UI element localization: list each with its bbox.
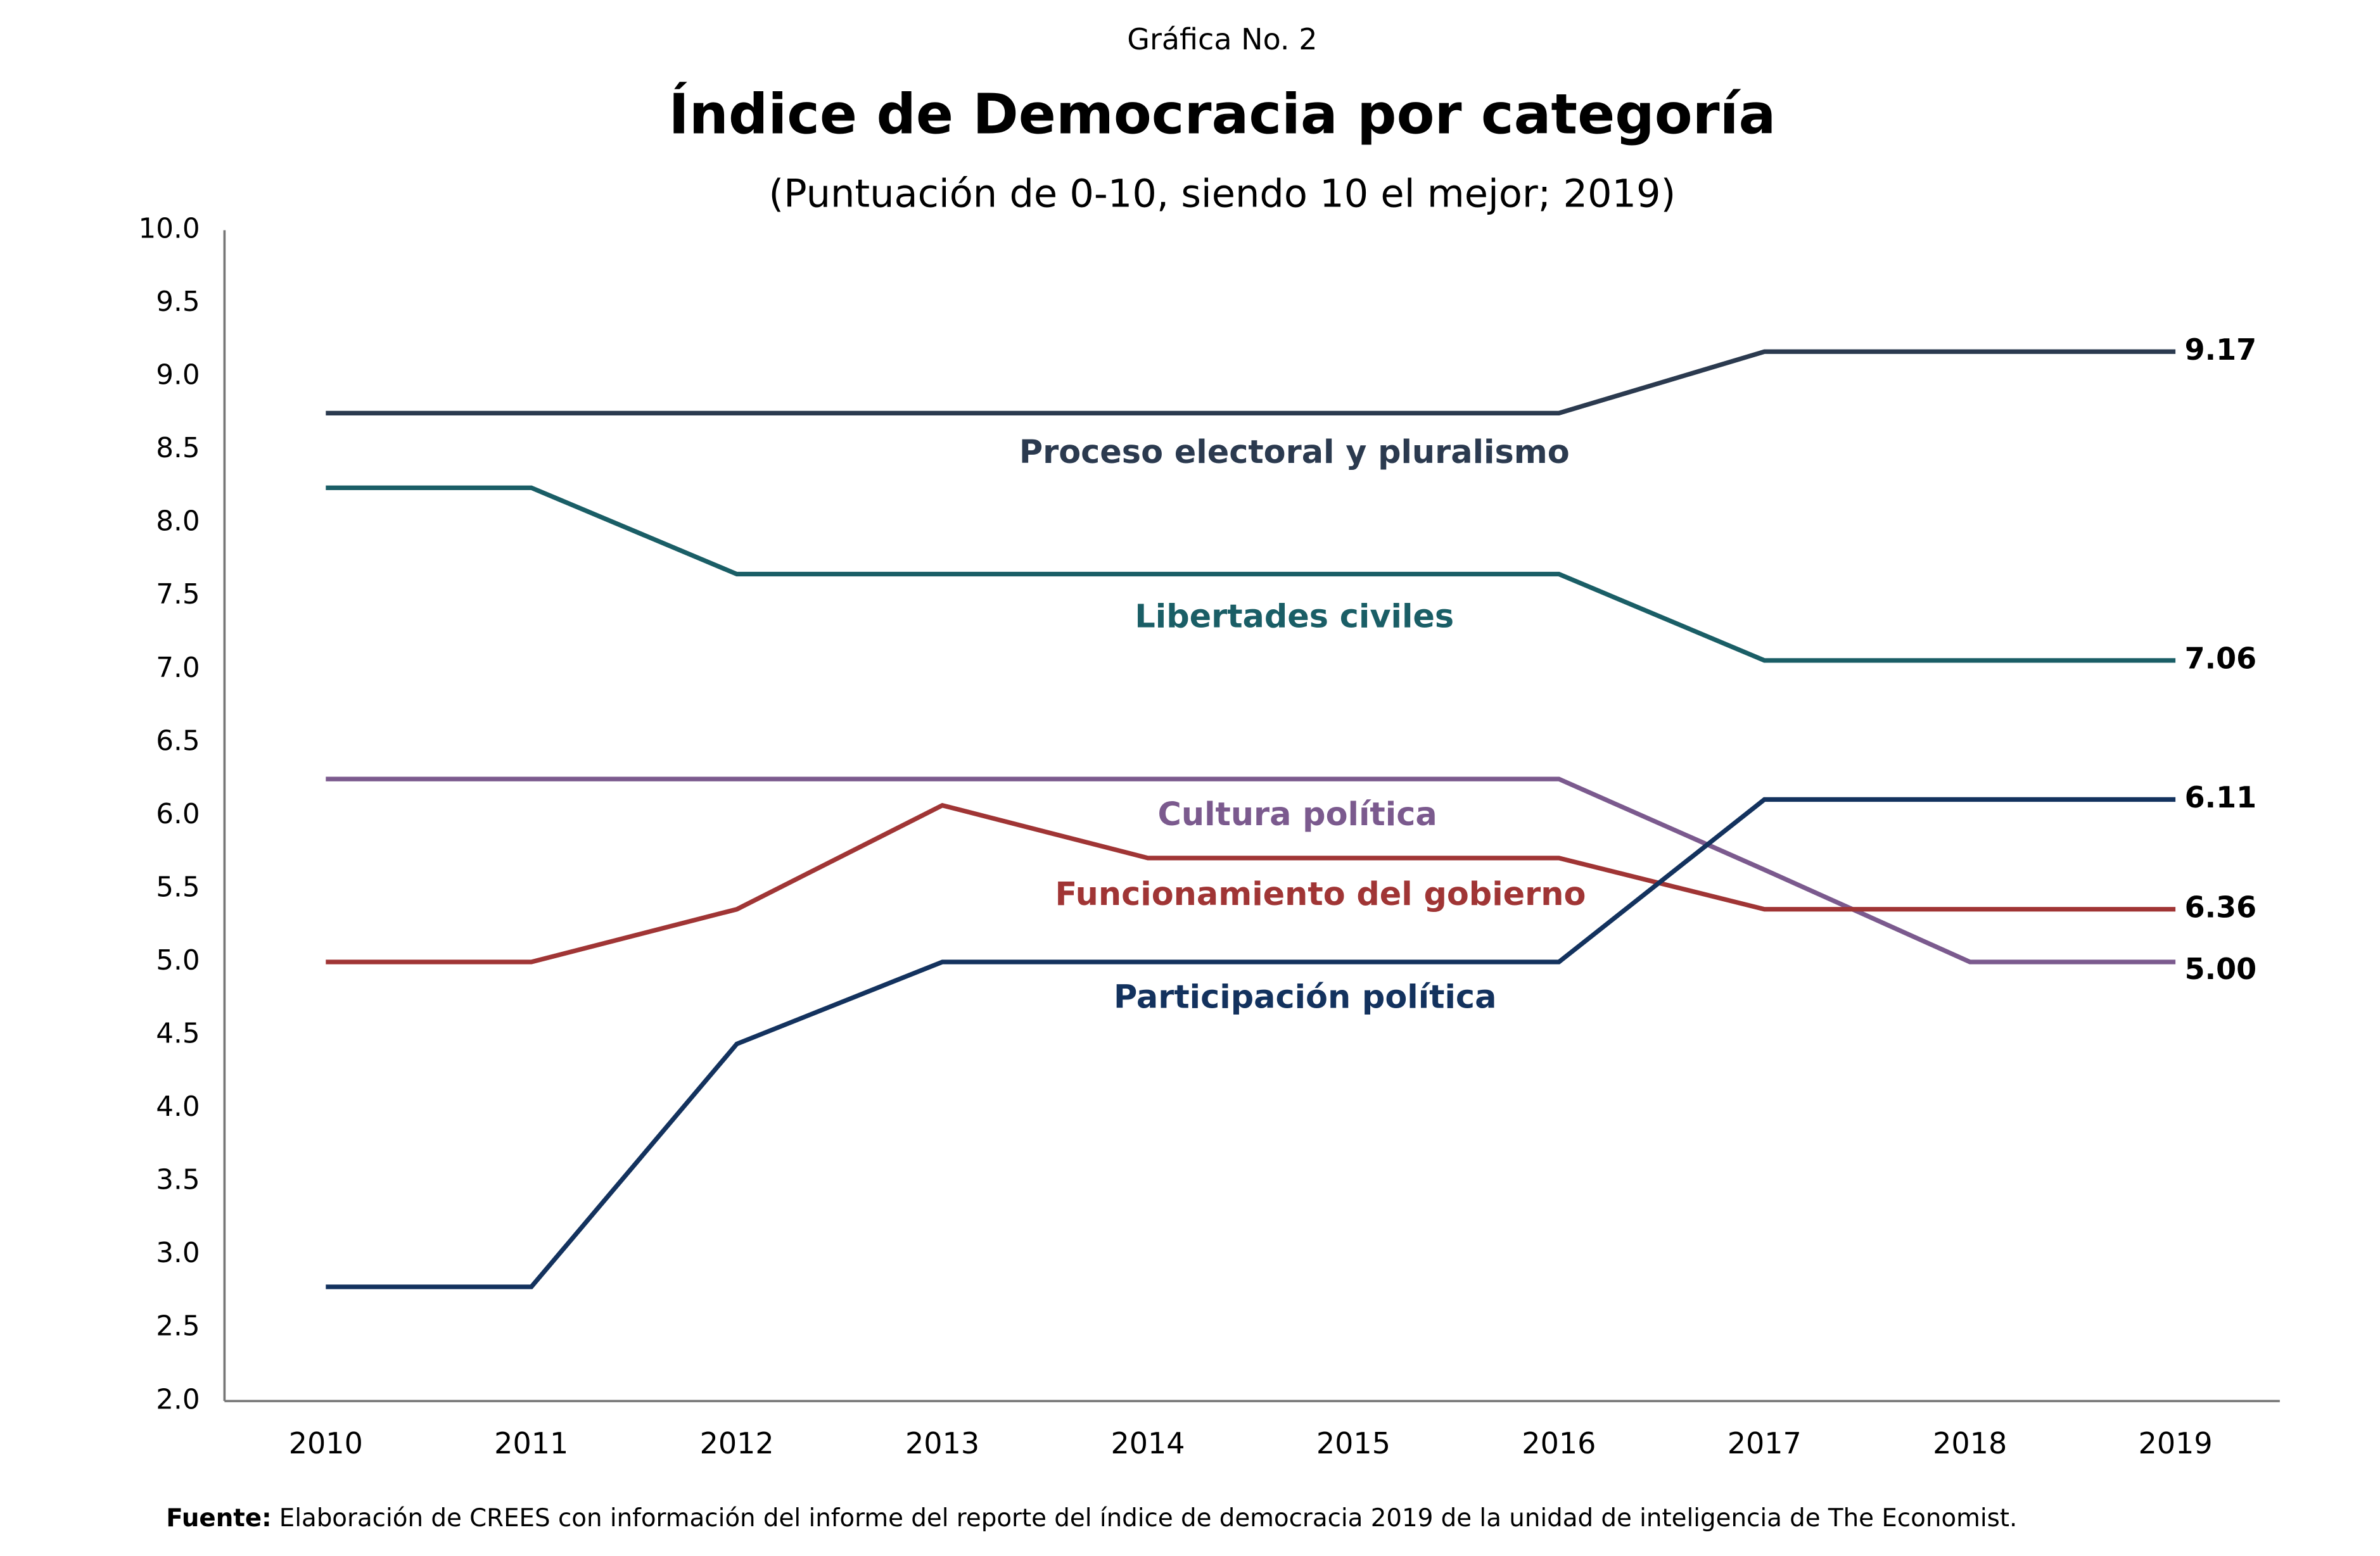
series-label: Cultura política [1158, 795, 1437, 833]
series-label: Libertades civiles [1135, 598, 1454, 635]
end-label: 6.11 [2185, 780, 2257, 814]
end-label: 6.36 [2185, 890, 2257, 924]
series-line [326, 802, 2176, 965]
y-tick-label: 9.0 [156, 360, 200, 391]
series-line [326, 349, 2176, 415]
y-tick-label: 8.5 [156, 433, 200, 464]
y-tick-label: 3.5 [156, 1165, 200, 1196]
end-label: 5.00 [2185, 952, 2257, 986]
y-tick-label: 5.0 [156, 945, 200, 977]
y-tick-label: 6.0 [156, 799, 200, 830]
x-tick-label: 2010 [289, 1426, 363, 1460]
x-tick-label: 2017 [1728, 1426, 1802, 1460]
x-tick-label: 2011 [494, 1426, 568, 1460]
source-text: Elaboración de CREES con información del… [279, 1503, 2018, 1532]
end-label: 7.06 [2185, 641, 2257, 675]
y-tick-label: 2.0 [156, 1384, 200, 1415]
y-tick-label: 3.0 [156, 1237, 200, 1269]
series-line [326, 797, 2176, 1289]
y-tick-label: 5.5 [156, 871, 200, 903]
series-label: Proceso electoral y pluralismo [1019, 433, 1570, 471]
y-tick-label: 9.5 [156, 286, 200, 318]
chart-subtitle: (Puntuación de 0-10, siendo 10 el mejor;… [769, 172, 1676, 217]
x-tick-label: 2016 [1522, 1426, 1596, 1460]
series-label: Funcionamiento del gobierno [1055, 875, 1586, 913]
x-tick-label: 2013 [905, 1426, 979, 1460]
source-label: Fuente: [166, 1503, 271, 1532]
x-tick-label: 2012 [700, 1426, 774, 1460]
y-tick-label: 7.0 [156, 652, 200, 684]
x-tick-label: 2018 [1933, 1426, 2007, 1460]
y-tick-label: 4.0 [156, 1091, 200, 1123]
y-tick-label: 2.5 [156, 1311, 200, 1343]
y-tick-label: 8.0 [156, 506, 200, 538]
y-tick-label: 6.5 [156, 725, 200, 757]
y-tick-label: 4.5 [156, 1018, 200, 1050]
chart-title: Índice de Democracia por categoría [668, 82, 1776, 146]
series-line [326, 776, 2176, 965]
source: Fuente: Elaboración de CREES con informac… [166, 1503, 2017, 1532]
end-label: 9.17 [2185, 332, 2257, 367]
y-tick-label: 7.5 [156, 579, 200, 610]
chart-kicker: Gráfica No. 2 [1127, 22, 1317, 56]
series-line [326, 485, 2176, 663]
x-tick-label: 2014 [1110, 1426, 1185, 1460]
y-tick-label: 10.0 [139, 213, 200, 244]
x-tick-label: 2019 [2139, 1426, 2213, 1460]
series-label: Participación política [1114, 978, 1496, 1015]
x-tick-label: 2015 [1316, 1426, 1390, 1460]
